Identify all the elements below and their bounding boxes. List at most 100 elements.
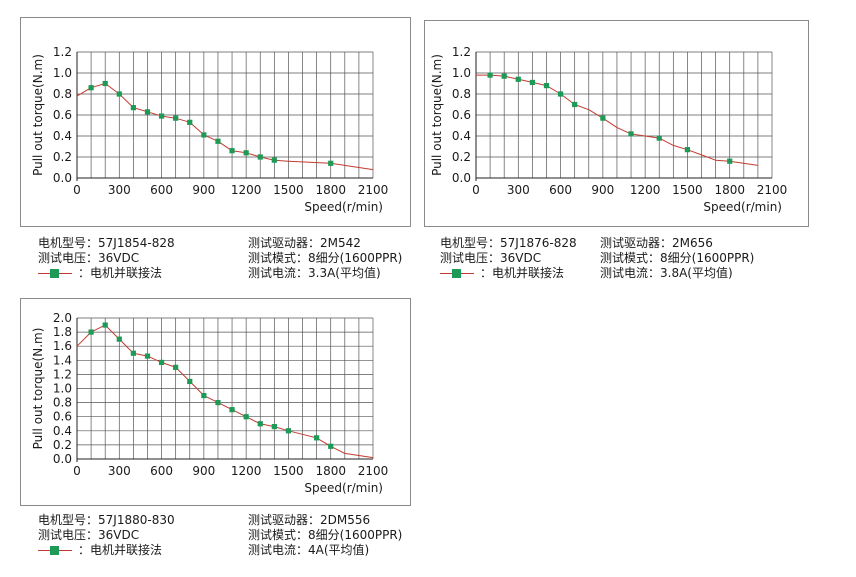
- data-point-marker: [116, 91, 122, 97]
- mode-value: 8细分(1600PPR): [308, 251, 403, 265]
- y-tick-label: 0.0: [452, 171, 471, 185]
- y-tick-label: 1.0: [53, 66, 72, 80]
- x-tick-label: 0: [73, 464, 81, 478]
- data-point-marker: [201, 132, 207, 138]
- torque-chart-3: 0.00.20.40.60.81.01.21.41.61.82.0 0 300 600…: [31, 311, 389, 495]
- x-tick-label: 1500: [273, 464, 304, 478]
- voltage-row: 测试电压：36VDC: [38, 528, 140, 542]
- model-value: 57J1880-830: [98, 513, 175, 527]
- data-point-marker: [501, 73, 507, 79]
- voltage-value: 36VDC: [98, 528, 140, 542]
- y-tick-label: 0.6: [452, 108, 471, 122]
- x-tick-label: 1200: [630, 183, 661, 197]
- driver-value: 2DM556: [320, 513, 371, 527]
- torque-chart-1: 0.0 0.2 0.4 0.6 0.8 1.0 1.2 0 300 600 900 1200 1500 1…: [31, 45, 389, 214]
- x-tick-label: 300: [108, 183, 131, 197]
- y-tick-label: 1.0: [452, 66, 471, 80]
- legend-text: ：电机并联接法: [78, 543, 163, 557]
- data-point-marker: [88, 85, 94, 91]
- x-tick-label: 1800: [315, 183, 346, 197]
- model-row: 电机型号：57J1876-828: [440, 236, 577, 250]
- legend-text: ：电机并联接法: [480, 266, 565, 280]
- current-row: 测试电流：4A(平均值): [248, 543, 370, 557]
- voltage-value: 36VDC: [500, 251, 542, 265]
- legend-line-marker-icon: [440, 268, 474, 279]
- data-point-marker: [684, 147, 691, 153]
- data-point-marker: [727, 158, 733, 164]
- x-tick-label: 300: [108, 464, 131, 478]
- voltage-value: 36VDC: [98, 251, 140, 265]
- data-point-marker: [215, 138, 221, 144]
- y-tick-label: 1.8: [53, 325, 72, 339]
- y-tick-label: 0.4: [452, 129, 471, 143]
- driver-row: 测试驱动器：2M542: [248, 236, 361, 250]
- data-point-marker: [187, 119, 193, 125]
- data-point-marker: [314, 435, 320, 441]
- torque-curve: [76, 324, 374, 459]
- mode-value: 8细分(1600PPR): [660, 251, 755, 265]
- y-tick-label: 0.8: [53, 396, 72, 410]
- data-point-marker: [130, 350, 136, 356]
- driver-row: 测试驱动器：2DM556: [248, 513, 371, 527]
- data-point-marker: [271, 157, 277, 163]
- legend-row: ：电机并联接法: [38, 543, 248, 558]
- x-tick-label: 2100: [358, 183, 389, 197]
- x-axis-label: Speed(r/min): [304, 200, 383, 214]
- y-tick-label: 1.2: [452, 45, 471, 59]
- y-tick-label: 0.4: [53, 129, 72, 143]
- x-tick-label: 600: [150, 464, 173, 478]
- model-value: 57J1876-828: [500, 236, 577, 250]
- y-tick-label: 1.2: [53, 367, 72, 381]
- mode-row: 测试模式：8细分(1600PPR): [600, 251, 755, 265]
- current-value: 3.8A(平均值): [660, 266, 733, 280]
- y-tick-label: 0.2: [53, 150, 72, 164]
- voltage-row: 测试电压：36VDC: [440, 251, 542, 265]
- x-axis-label: Speed(r/min): [304, 481, 383, 495]
- x-tick-label: 1500: [672, 183, 703, 197]
- current-row: 测试电流：3.3A(平均值): [248, 266, 381, 280]
- y-tick-label: 0.2: [53, 438, 72, 452]
- driver-row: 测试驱动器：2M656: [600, 236, 713, 250]
- data-point-marker: [328, 160, 334, 166]
- driver-value: 2M656: [672, 236, 713, 250]
- data-point-marker: [515, 76, 521, 82]
- legend-text: ：电机并联接法: [78, 266, 163, 280]
- data-point-marker: [529, 79, 535, 86]
- legend-row: ：电机并联接法: [38, 266, 248, 281]
- data-point-marker: [257, 421, 263, 427]
- current-value: 4A(平均值): [308, 543, 370, 557]
- data-point-marker: [229, 407, 235, 413]
- data-point-marker: [572, 101, 578, 108]
- x-tick-label: 300: [507, 183, 530, 197]
- y-axis-label: Pull out torque(N.m): [430, 54, 444, 176]
- y-tick-label: 1.0: [53, 382, 72, 396]
- x-tick-label: 1200: [231, 464, 262, 478]
- data-point-marker: [257, 154, 263, 160]
- x-tick-label: 1200: [231, 183, 262, 197]
- data-point-marker: [201, 392, 207, 399]
- mode-value: 8细分(1600PPR): [308, 528, 403, 542]
- torque-chart-2: 0.0 0.2 0.4 0.6 0.8 1.0 1.2 0 300 600 900 1200 1500 1…: [430, 45, 787, 214]
- x-tick-label: 600: [150, 183, 173, 197]
- legend-row: ：电机并联接法: [440, 266, 605, 281]
- y-tick-label: 0.6: [53, 410, 72, 424]
- y-axis-label: Pull out torque(N.m): [31, 328, 45, 450]
- y-tick-label: 0.0: [53, 452, 72, 466]
- data-point-marker: [628, 131, 634, 137]
- x-tick-label: 1800: [315, 464, 346, 478]
- data-point-marker: [158, 113, 165, 119]
- data-point-marker: [243, 150, 249, 156]
- data-point-marker: [102, 80, 108, 87]
- data-point-marker: [328, 443, 334, 449]
- voltage-row: 测试电压：36VDC: [38, 251, 140, 265]
- driver-value: 2M542: [320, 236, 361, 250]
- data-point-marker: [130, 105, 136, 111]
- y-tick-label: 0.8: [53, 87, 72, 101]
- data-point-marker: [173, 364, 179, 370]
- model-row: 电机型号：57J1880-830: [38, 513, 175, 527]
- legend-line-marker-icon: [38, 545, 72, 556]
- y-tick-label: 0.2: [452, 150, 471, 164]
- data-point-marker: [656, 135, 662, 141]
- x-tick-label: 2100: [358, 464, 389, 478]
- data-point-marker: [271, 423, 277, 430]
